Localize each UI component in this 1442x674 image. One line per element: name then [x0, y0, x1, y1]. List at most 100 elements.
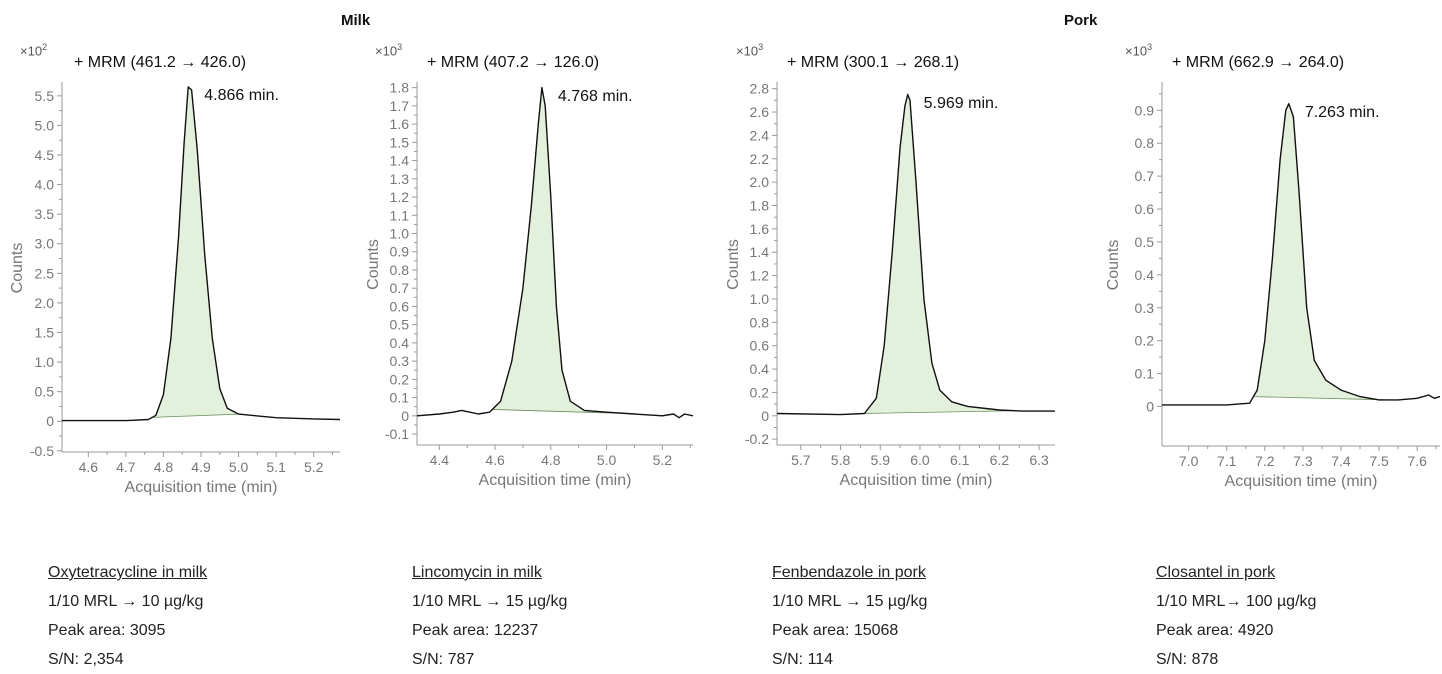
x-tick-label: 4.8: [541, 452, 561, 468]
x-tick-label: 4.9: [191, 459, 211, 475]
peak-area-text: Peak area: 3095: [48, 622, 166, 639]
y-tick-label: 2.0: [750, 174, 770, 190]
chart-svg: 0 0.1 0.2 0.3 0.4 0.5 0.6 0.7 0.8 0.9 7.0 7.1 7.2 7.3…: [1105, 82, 1441, 490]
x-axis-title: Acquisition time (min): [125, 479, 278, 496]
mrm-title: + MRM (300.1 → 268.1): [787, 54, 960, 71]
chromatogram-oxytetracycline: ×102 + MRM (461.2 → 426.0) 4.866 min. -0…: [0, 36, 360, 496]
y-tick-label: 3.0: [35, 236, 55, 252]
peak-label: 4.768 min.: [557, 87, 633, 105]
y-tick-label: 0: [401, 408, 409, 424]
y-tick-label: 0.6: [390, 298, 410, 314]
peak-area-text: Peak area: 12237: [412, 622, 539, 639]
scale-label: ×103: [736, 42, 764, 59]
y-tick-label: 2.4: [750, 127, 770, 143]
mrm-title: + MRM (407.2 → 126.0): [427, 54, 600, 71]
y-tick-label: 5.0: [35, 117, 55, 133]
y-tick-label: 0.9: [390, 244, 410, 260]
y-tick-label: 1.1: [390, 207, 410, 223]
x-tick-label: 5.2: [304, 459, 324, 475]
y-tick-label: 1.6: [750, 221, 770, 237]
y-tick-label: 1.4: [750, 244, 770, 260]
y-tick-label: 0: [761, 408, 769, 424]
y-tick-label: 0.2: [1135, 333, 1155, 349]
group-title-milk: Milk: [341, 12, 371, 29]
chart-svg: -0.1 0 0.1 0.2 0.3 0.4 0.5 0.6 0.7 0.8 0.9 1.0 1.1 1.…: [365, 80, 694, 489]
y-tick-label: 2.8: [750, 81, 770, 97]
chart-svg: -0.2 0 0.2 0.4 0.6 0.8 1.0 1.2 1.4 1.6 1.8 2.0 2.2 2.…: [725, 81, 1055, 489]
chart-svg: -0.5 0 0.5 1.0 1.5 2.0 2.5 3.0 3.5 4.0 4.5 5.0 5.5 4.…: [9, 82, 341, 496]
y-tick-label: 0.8: [390, 262, 410, 278]
y-tick-label: 1.0: [35, 354, 55, 370]
y-tick-label: 1.8: [750, 198, 770, 214]
compound-name: Closantel in pork: [1156, 564, 1276, 581]
y-tick-label: 1.0: [750, 291, 770, 307]
x-tick-label: 4.4: [430, 452, 450, 468]
x-axis-title: Acquisition time (min): [1225, 473, 1378, 490]
x-tick-label: 6.2: [990, 452, 1010, 468]
chromatogram-trace: [416, 86, 694, 419]
chromatogram-trace: [62, 86, 341, 422]
y-tick-label: 1.4: [390, 153, 410, 169]
y-tick-label: -0.5: [30, 443, 54, 459]
y-tick-label: 0.4: [750, 361, 770, 377]
x-tick-label: 5.1: [266, 459, 286, 475]
y-tick-label: 1.3: [390, 171, 410, 187]
y-tick-label: 0: [1146, 399, 1154, 415]
y-tick-label: 0.5: [35, 384, 55, 400]
y-tick-label: 1.5: [35, 324, 55, 340]
x-tick-label: 6.1: [950, 452, 970, 468]
sn-text: S/N: 878: [1156, 651, 1219, 668]
y-tick-label: 0.8: [750, 314, 770, 330]
y-tick-label: 1.5: [390, 134, 410, 150]
peak-area-fill: [491, 87, 627, 414]
y-axis-title: Counts: [725, 239, 742, 290]
y-tick-label: 0: [46, 413, 54, 429]
y-tick-label: 1.7: [390, 98, 410, 114]
x-tick-label: 4.7: [116, 459, 136, 475]
caption-oxytetracycline: Oxytetracycline in milk 1/10 MRL → 10 µg…: [48, 558, 207, 674]
x-axis-title: Acquisition time (min): [840, 472, 993, 489]
group-title-pork: Pork: [1064, 12, 1098, 29]
y-tick-label: 1.2: [390, 189, 410, 205]
x-tick-label: 5.0: [597, 452, 617, 468]
scale-label: ×103: [1125, 42, 1153, 59]
y-tick-label: 0.7: [390, 280, 410, 296]
sn-text: S/N: 787: [412, 651, 475, 668]
x-tick-label: 6.3: [1029, 452, 1049, 468]
mrl-text: 1/10 MRL → 15 µg/kg: [772, 593, 928, 610]
y-tick-label: 2.5: [35, 265, 55, 281]
y-tick-label: 4.0: [35, 177, 55, 193]
compound-name: Fenbendazole in pork: [772, 564, 926, 581]
y-tick-label: 1.0: [390, 226, 410, 242]
y-tick-label: 5.5: [35, 88, 55, 104]
x-tick-label: 5.0: [229, 459, 249, 475]
y-tick-label: 1.6: [390, 116, 410, 132]
x-tick-label: 4.6: [485, 452, 505, 468]
x-tick-label: 7.3: [1293, 453, 1313, 469]
peak-label: 4.866 min.: [204, 86, 279, 104]
chromatogram-fenbendazole: ×103 + MRM (300.1 → 268.1) 5.969 min. -0…: [720, 36, 1080, 489]
mrm-title: + MRM (662.9 → 264.0): [1172, 54, 1345, 71]
y-axis-title: Counts: [1105, 240, 1122, 291]
y-tick-label: 1.8: [390, 80, 410, 96]
x-tick-label: 7.0: [1179, 453, 1199, 469]
y-axis-title: Counts: [9, 243, 26, 294]
y-tick-label: 2.6: [750, 104, 770, 120]
chromatogram-lincomycin: ×103 + MRM (407.2 → 126.0) 4.768 min. -0…: [360, 36, 720, 489]
y-tick-label: 0.4: [390, 335, 410, 351]
y-tick-label: 0.3: [390, 353, 410, 369]
compound-name: Oxytetracycline in milk: [48, 564, 208, 581]
mrl-text: 1/10 MRL → 10 µg/kg: [48, 593, 204, 610]
y-tick-label: 3.5: [35, 206, 55, 222]
mrm-title: + MRM (461.2 → 426.0): [74, 54, 247, 71]
y-tick-label: 0.5: [390, 317, 410, 333]
x-tick-label: 5.8: [831, 452, 851, 468]
y-tick-label: 0.2: [390, 371, 410, 387]
x-axis-title: Acquisition time (min): [479, 472, 632, 489]
y-axis-title: Counts: [365, 239, 382, 290]
y-tick-label: -0.1: [385, 426, 409, 442]
caption-closantel: Closantel in pork 1/10 MRL→ 100 µg/kg Pe…: [1156, 558, 1316, 674]
x-tick-label: 4.8: [154, 459, 174, 475]
peak-label: 5.969 min.: [923, 94, 999, 112]
